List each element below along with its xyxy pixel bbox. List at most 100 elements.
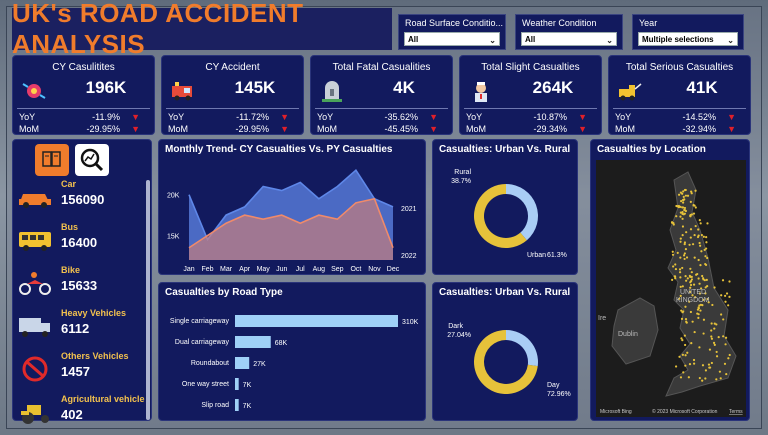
casualty-dot[interactable]: [707, 363, 711, 366]
casualty-dot[interactable]: [693, 256, 696, 259]
casualty-dot[interactable]: [699, 309, 702, 312]
casualty-dot[interactable]: [681, 225, 685, 228]
donut-slice-rural[interactable]: [506, 184, 538, 241]
casualty-dot[interactable]: [680, 337, 683, 340]
casualty-dot[interactable]: [683, 243, 686, 246]
casualty-dot[interactable]: [724, 343, 727, 346]
casualty-dot[interactable]: [692, 212, 696, 215]
road-type-bar[interactable]: [235, 399, 239, 411]
casualty-dot[interactable]: [698, 241, 701, 245]
casualty-dot[interactable]: [677, 204, 680, 208]
casualty-dot[interactable]: [721, 279, 725, 282]
casualty-dot[interactable]: [708, 366, 712, 369]
casualty-dot[interactable]: [679, 376, 683, 379]
casualty-dot[interactable]: [685, 231, 688, 234]
casualty-dot[interactable]: [711, 303, 714, 307]
casualty-dot[interactable]: [679, 256, 682, 259]
casualty-dot[interactable]: [700, 250, 703, 253]
casualty-dot[interactable]: [689, 290, 692, 293]
casualty-dot[interactable]: [682, 310, 685, 313]
casualty-dot[interactable]: [683, 334, 686, 337]
casualty-dot[interactable]: [703, 279, 706, 282]
casualty-dot[interactable]: [697, 306, 700, 309]
casualty-dot[interactable]: [715, 355, 719, 358]
year-select[interactable]: Multiple selections ⌄: [638, 32, 738, 46]
casualty-dot[interactable]: [698, 282, 701, 285]
casualty-dot[interactable]: [689, 228, 693, 231]
casualty-dot[interactable]: [705, 247, 708, 250]
map-terms-link[interactable]: Terms: [729, 409, 743, 415]
casualty-dot[interactable]: [706, 297, 709, 301]
road-type-bar[interactable]: [235, 357, 250, 369]
analytics-button[interactable]: [75, 144, 109, 176]
casualty-dot[interactable]: [680, 309, 683, 312]
casualty-dot[interactable]: [671, 250, 674, 253]
casualty-dot[interactable]: [727, 357, 730, 360]
casualty-dot[interactable]: [681, 285, 684, 288]
casualty-dot[interactable]: [684, 318, 688, 321]
casualty-dot[interactable]: [671, 253, 675, 256]
casualty-dot[interactable]: [713, 327, 716, 330]
casualty-dot[interactable]: [722, 335, 725, 338]
casualty-dot[interactable]: [690, 278, 694, 281]
casualty-dot[interactable]: [693, 330, 696, 334]
casualty-dot[interactable]: [681, 198, 685, 202]
casualty-dot[interactable]: [684, 194, 688, 197]
casualty-dot[interactable]: [692, 358, 696, 362]
casualty-dot[interactable]: [696, 235, 700, 239]
casualty-dot[interactable]: [728, 280, 731, 283]
casualty-dot[interactable]: [704, 286, 707, 289]
donut-slice-day[interactable]: [474, 330, 538, 394]
casualty-dot[interactable]: [724, 300, 727, 303]
casualty-dot[interactable]: [710, 335, 713, 338]
year-filter[interactable]: Year Multiple selections ⌄: [632, 14, 744, 50]
casualty-dot[interactable]: [704, 377, 707, 380]
casualty-dot[interactable]: [697, 313, 700, 316]
casualty-dot[interactable]: [679, 211, 682, 214]
casualty-dot[interactable]: [713, 322, 716, 325]
casualty-dot[interactable]: [678, 271, 682, 274]
casualty-dot[interactable]: [696, 272, 699, 276]
casualty-dot[interactable]: [699, 287, 703, 290]
casualty-dot[interactable]: [684, 275, 687, 278]
casualty-dot[interactable]: [689, 267, 692, 270]
casualty-dot[interactable]: [683, 209, 687, 212]
casualty-dot[interactable]: [697, 228, 700, 231]
casualty-dot[interactable]: [689, 283, 693, 287]
casualty-dot[interactable]: [689, 236, 692, 239]
casualty-dot[interactable]: [701, 364, 705, 367]
casualty-dot[interactable]: [700, 233, 703, 237]
casualty-dot[interactable]: [702, 235, 705, 238]
casualty-dot[interactable]: [678, 297, 681, 300]
casualty-dot[interactable]: [705, 278, 708, 281]
casualty-dot[interactable]: [689, 214, 692, 217]
casualty-dot[interactable]: [697, 316, 700, 319]
casualty-dot[interactable]: [684, 354, 687, 357]
casualty-dot[interactable]: [715, 350, 718, 354]
casualty-dot[interactable]: [708, 348, 712, 351]
casualty-dot[interactable]: [718, 370, 722, 373]
casualty-dot[interactable]: [684, 247, 688, 251]
donut-slice-urban[interactable]: [474, 184, 527, 248]
casualty-dot[interactable]: [703, 248, 706, 251]
casualty-dot[interactable]: [677, 193, 681, 196]
casualty-dot[interactable]: [685, 321, 688, 324]
casualty-dot[interactable]: [710, 322, 713, 325]
casualty-dot[interactable]: [702, 318, 706, 321]
casualty-dot[interactable]: [681, 266, 684, 270]
vehicle-scrollbar[interactable]: [146, 180, 150, 420]
casualty-dot[interactable]: [691, 243, 695, 246]
casualty-dot[interactable]: [699, 222, 702, 225]
casualty-dot[interactable]: [699, 264, 702, 267]
casualty-dot[interactable]: [723, 362, 727, 365]
casualty-dot[interactable]: [702, 332, 705, 335]
casualty-dot[interactable]: [710, 337, 714, 340]
casualty-dot[interactable]: [676, 251, 679, 255]
casualty-dot[interactable]: [720, 294, 723, 297]
casualty-dot[interactable]: [679, 276, 682, 279]
casualty-dot[interactable]: [702, 277, 705, 280]
casualty-dot[interactable]: [722, 318, 725, 321]
road-type-bar[interactable]: [235, 315, 398, 327]
casualty-dot[interactable]: [679, 191, 683, 194]
casualty-dot[interactable]: [693, 233, 696, 237]
